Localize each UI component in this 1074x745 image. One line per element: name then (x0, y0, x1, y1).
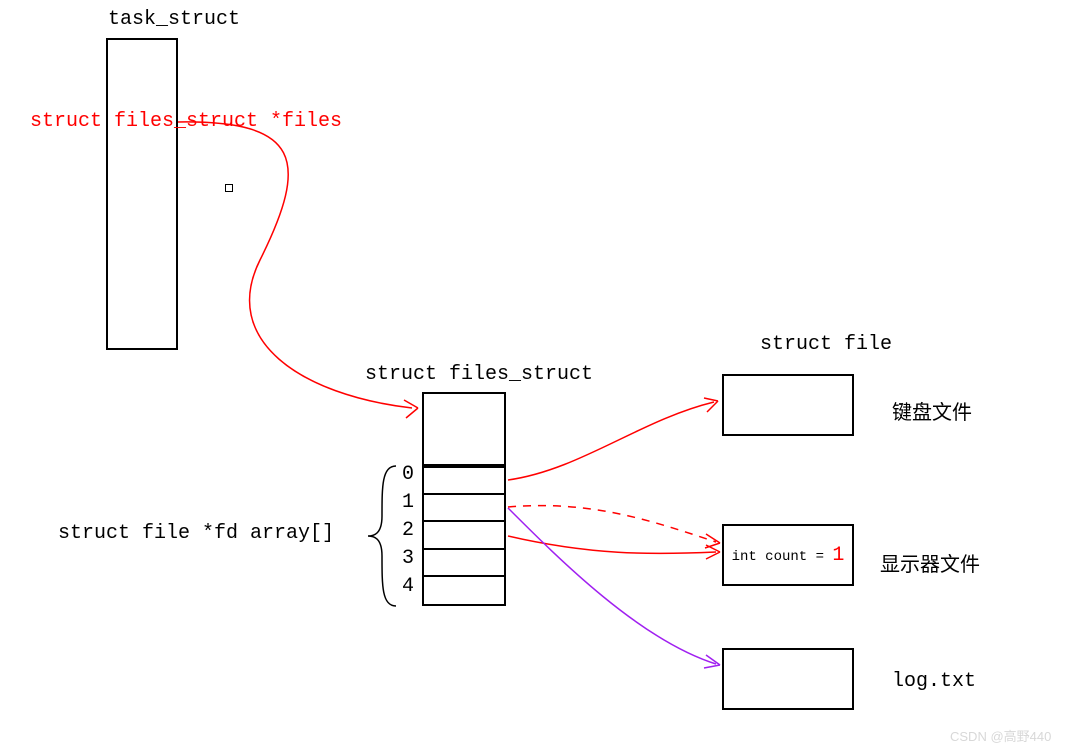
arrowhead-fd-log (704, 655, 720, 668)
fd-index-4: 4 (402, 575, 414, 598)
arrowhead-files-to-struct (404, 400, 418, 418)
fd-cell-3 (424, 550, 504, 577)
fd-index-3: 3 (402, 547, 414, 570)
fd-array-box (422, 466, 506, 606)
arrow-fd1-file1 (508, 506, 716, 542)
files-struct-top-box (422, 392, 506, 466)
fd-index-1: 1 (402, 491, 414, 514)
int-count-prefix: int count = (732, 549, 833, 565)
fd-index-0: 0 (402, 463, 414, 486)
fd-index-2: 2 (402, 519, 414, 542)
fd-array-label: struct file *fd array[] (58, 522, 334, 545)
file-box-keyboard (722, 374, 854, 436)
arrow-fd-log (508, 508, 716, 664)
file-label-display: 显示器文件 (880, 548, 980, 578)
file-box-display: int count = 1 (722, 524, 854, 586)
file-box-log (722, 648, 854, 710)
int-count-value: 1 (832, 544, 844, 567)
arrowhead-fd0-file0 (704, 398, 718, 412)
files-struct-title: struct files_struct (365, 363, 593, 386)
struct-file-title: struct file (760, 333, 892, 356)
fd-cell-4 (424, 577, 504, 604)
watermark: CSDN @高野440 (950, 726, 1051, 745)
file-label-keyboard: 键盘文件 (892, 396, 972, 426)
arrowhead-fd2-file1 (706, 545, 720, 559)
arrowhead-fd1-file1 (705, 534, 720, 548)
fd-cell-0 (424, 468, 504, 495)
int-count-wrapper: int count = 1 (732, 544, 845, 567)
task-struct-box (106, 38, 178, 350)
curly-brace (368, 466, 396, 606)
fd-cell-1 (424, 495, 504, 522)
file-label-log: log.txt (892, 670, 976, 693)
arrow-fd2-file1 (508, 536, 716, 553)
files-pointer-label: struct files_struct *files (30, 110, 342, 133)
fd-cell-2 (424, 522, 504, 549)
arrow-fd0-file0 (508, 402, 714, 480)
tiny-square (225, 184, 233, 192)
task-struct-label: task_struct (108, 8, 240, 31)
